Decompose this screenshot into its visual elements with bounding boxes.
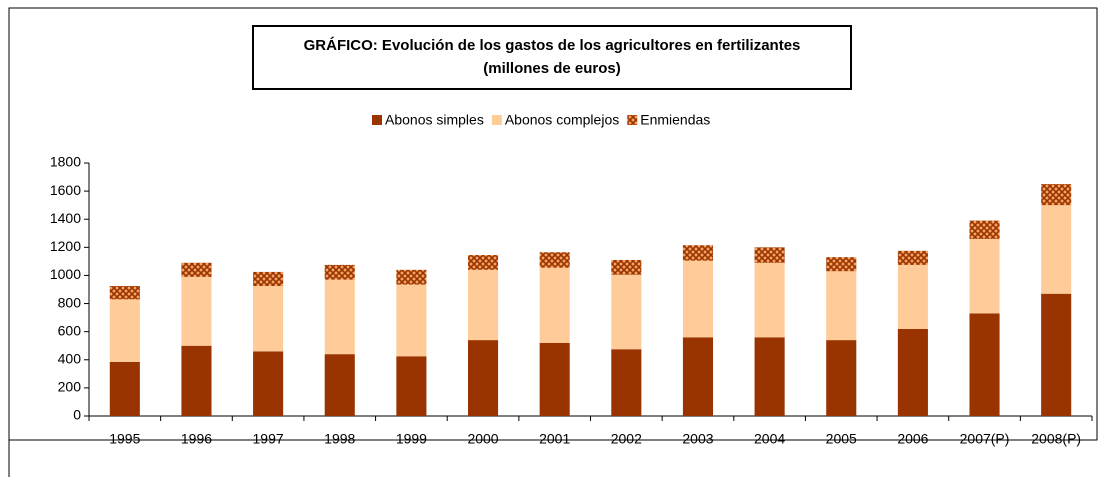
- bar-segment: [754, 247, 785, 263]
- chart-title: GRÁFICO: Evolución de los gastos de los …: [304, 37, 801, 54]
- bar-segment: [611, 349, 642, 416]
- bar-segment: [826, 257, 857, 272]
- bar-segment: [253, 271, 284, 286]
- bar-segment: [396, 284, 427, 357]
- chart-subtitle: (millones de euros): [483, 60, 621, 77]
- bar-segment: [253, 285, 284, 352]
- legend-swatch: [627, 115, 638, 125]
- bar-segment: [682, 260, 714, 338]
- y-tick-label: 0: [73, 407, 81, 423]
- bar-segment: [109, 361, 140, 416]
- bar-segment: [969, 220, 1000, 239]
- bar-segment: [324, 354, 355, 416]
- bar-segment: [539, 342, 570, 416]
- x-tick-label: 2003: [682, 431, 713, 447]
- bar-segment: [1041, 205, 1072, 294]
- x-tick-label: 1999: [396, 431, 427, 447]
- x-tick-label: 1995: [109, 431, 140, 447]
- bar-segment: [467, 255, 499, 270]
- bar-segment: [826, 340, 857, 416]
- y-tick-label: 1800: [50, 154, 81, 170]
- y-tick-label: 1600: [50, 182, 81, 198]
- x-tick-label: 2000: [467, 431, 498, 447]
- y-tick-label: 1000: [50, 266, 81, 282]
- bar-segment: [467, 340, 499, 416]
- bar-segment: [611, 274, 642, 350]
- bar-segment: [539, 267, 570, 343]
- legend-swatch: [372, 115, 382, 125]
- bar-segment: [754, 337, 785, 416]
- x-tick-label: 2006: [897, 431, 928, 447]
- bar-segment: [969, 313, 1000, 416]
- bar-segment: [682, 337, 714, 416]
- bar-segment: [539, 252, 570, 268]
- y-tick-label: 800: [58, 294, 82, 310]
- bar-segment: [396, 269, 427, 285]
- y-tick-label: 400: [58, 350, 82, 366]
- x-tick-label: 2007(P): [960, 431, 1010, 447]
- bar-segment: [181, 345, 212, 416]
- bar-segment: [682, 245, 714, 261]
- title-box: [252, 25, 852, 90]
- x-tick-label: 2005: [826, 431, 857, 447]
- x-tick-label: 1997: [253, 431, 284, 447]
- y-tick-label: 1400: [50, 210, 81, 226]
- bar-segment: [181, 276, 212, 346]
- x-tick-label: 2008(P): [1031, 431, 1081, 447]
- bar-segment: [396, 356, 427, 416]
- bar-segment: [897, 264, 928, 329]
- bar-segment: [109, 299, 140, 362]
- bar-segment: [324, 264, 355, 280]
- bar-segment: [1041, 293, 1072, 416]
- bar-segment: [611, 259, 642, 275]
- x-tick-label: 1996: [181, 431, 212, 447]
- y-tick-label: 600: [58, 322, 82, 338]
- bar-segment: [253, 351, 284, 416]
- bar-segment: [1041, 184, 1072, 206]
- bar-segment: [181, 262, 212, 277]
- y-tick-label: 1200: [50, 238, 81, 254]
- bar-segment: [897, 328, 928, 416]
- bar-segment: [109, 285, 140, 300]
- y-tick-label: 200: [58, 379, 82, 395]
- bar-segment: [324, 279, 355, 355]
- x-tick-label: 2002: [611, 431, 642, 447]
- bar-segment: [754, 262, 785, 338]
- legend-label: Abonos complejos: [505, 112, 619, 128]
- legend-label: Enmiendas: [640, 112, 710, 128]
- x-tick-label: 1998: [324, 431, 355, 447]
- bar-segment: [897, 250, 928, 265]
- bar-segment: [969, 238, 1000, 314]
- legend-swatch: [491, 115, 502, 125]
- bar-segment: [826, 271, 857, 341]
- x-tick-label: 2004: [754, 431, 785, 447]
- x-tick-label: 2001: [539, 431, 570, 447]
- legend-label: Abonos simples: [385, 112, 484, 128]
- bar-segment: [467, 269, 499, 341]
